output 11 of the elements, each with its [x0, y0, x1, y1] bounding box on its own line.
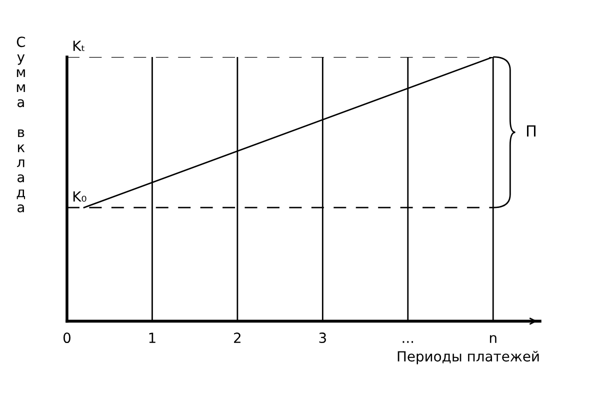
x-tick-label: 0: [63, 332, 70, 344]
x-tick-label: 1: [149, 332, 156, 343]
ref-line-label: Kₜ: [73, 40, 84, 51]
x-tick-label: n: [490, 335, 496, 343]
x-tick-label: ...: [402, 341, 414, 343]
ref-line-label: K₀: [73, 191, 86, 202]
annotation: П: [527, 125, 536, 136]
x-axis-title: Периоды платежей: [398, 350, 539, 364]
text: Сумма вклада: [16, 36, 26, 212]
x-tick-label: 2: [234, 332, 240, 343]
x-tick-label: 3: [319, 332, 326, 344]
